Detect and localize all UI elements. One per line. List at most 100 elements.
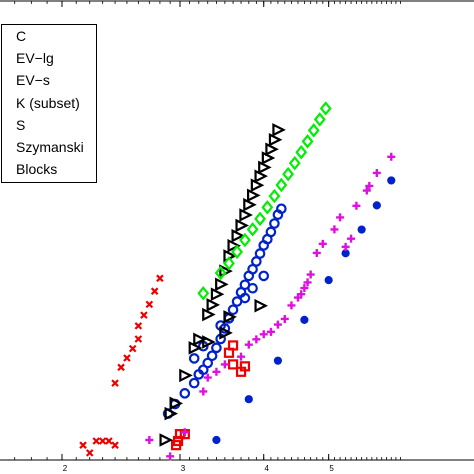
axis-ticks: 2 3 4 5 <box>14 1 401 473</box>
point-k-subset <box>211 342 222 354</box>
point-s <box>347 234 356 243</box>
point-ev-lg <box>134 335 143 343</box>
point-blocks <box>313 112 326 127</box>
point-c <box>244 395 253 404</box>
point-ev-lg <box>145 300 154 309</box>
point-c <box>300 315 309 324</box>
point-s <box>166 452 175 461</box>
x-tick-label: 2 <box>63 464 68 473</box>
point-blocks <box>275 177 288 193</box>
point-ev-lg <box>156 274 164 283</box>
point-s <box>303 278 312 287</box>
point-ev-lg <box>123 354 131 362</box>
point-szymanski <box>206 298 221 312</box>
legend-entry-szymanski: Szymanski <box>16 139 84 155</box>
point-s <box>273 320 282 329</box>
point-s <box>312 248 321 257</box>
point-szymanski <box>215 277 229 292</box>
point-szymanski <box>246 188 261 203</box>
x-tick-label: 3 <box>181 464 186 473</box>
point-ev-lg <box>92 437 101 445</box>
point-szymanski <box>254 169 269 183</box>
data-marks <box>79 101 396 461</box>
point-ev-lg <box>134 322 143 330</box>
point-ev-s <box>172 435 184 447</box>
point-szymanski <box>272 123 286 137</box>
point-k-subset <box>247 282 258 294</box>
point-k-subset <box>269 218 280 229</box>
point-szymanski <box>268 132 283 147</box>
point-s <box>280 314 289 323</box>
point-s <box>199 387 208 396</box>
point-blocks <box>239 232 251 248</box>
point-ev-lg <box>98 437 107 445</box>
point-ev-lg <box>150 287 159 295</box>
point-c <box>372 201 381 210</box>
point-s <box>352 201 361 210</box>
point-ev-lg <box>105 437 113 445</box>
point-s <box>145 436 154 444</box>
point-szymanski <box>239 208 253 222</box>
point-ev-lg <box>111 441 119 449</box>
point-s <box>287 301 296 310</box>
point-szymanski <box>169 396 184 411</box>
legend-entry-ev-s: EV−s <box>16 72 50 88</box>
point-s <box>212 367 221 376</box>
point-k-subset <box>265 226 277 238</box>
point-k-subset <box>179 388 191 399</box>
point-c <box>324 276 333 285</box>
point-szymanski <box>243 197 257 212</box>
point-ev-lg <box>111 379 119 387</box>
point-ev-lg <box>85 449 94 457</box>
point-c <box>273 356 283 365</box>
legend-entry-blocks: Blocks <box>16 161 58 177</box>
point-szymanski <box>179 368 193 383</box>
point-s <box>336 213 345 222</box>
point-s <box>365 181 374 190</box>
point-s <box>297 290 306 299</box>
point-szymanski <box>202 307 216 322</box>
point-blocks <box>288 155 301 171</box>
point-s <box>237 352 246 361</box>
point-szymanski <box>210 287 225 301</box>
point-k-subset <box>258 270 270 282</box>
point-ev-lg <box>140 311 148 319</box>
point-szymanski <box>250 178 265 192</box>
point-blocks <box>223 256 235 271</box>
point-k-subset <box>276 203 287 215</box>
point-ev-s <box>227 359 239 370</box>
point-blocks <box>307 123 320 138</box>
point-blocks <box>319 101 332 116</box>
point-c <box>357 225 366 234</box>
point-c <box>387 176 396 185</box>
point-blocks <box>231 244 243 260</box>
point-s <box>318 239 327 248</box>
legend-entry-ev-lg: EV−lg <box>16 50 54 66</box>
point-ev-s <box>239 361 251 372</box>
point-s <box>372 168 381 177</box>
point-k-subset <box>188 353 200 364</box>
point-szymanski <box>235 218 249 233</box>
point-s <box>252 335 261 344</box>
point-ev-lg <box>79 441 87 449</box>
point-k-subset <box>202 357 214 369</box>
point-blocks <box>197 286 210 301</box>
point-s <box>387 152 396 161</box>
point-szymanski <box>254 298 269 313</box>
point-s <box>266 327 275 336</box>
point-blocks <box>295 145 308 160</box>
point-blocks <box>254 211 266 227</box>
point-s <box>341 242 350 251</box>
point-szymanski <box>227 238 242 253</box>
legend-entry-c: C <box>16 28 27 44</box>
point-szymanski <box>159 433 174 447</box>
x-tick-label: 4 <box>264 464 269 473</box>
point-s <box>362 186 371 195</box>
point-szymanski <box>265 142 279 157</box>
point-szymanski <box>223 310 237 324</box>
point-s <box>220 360 229 369</box>
point-blocks <box>261 200 274 215</box>
point-s <box>330 225 339 234</box>
point-s <box>203 373 212 382</box>
